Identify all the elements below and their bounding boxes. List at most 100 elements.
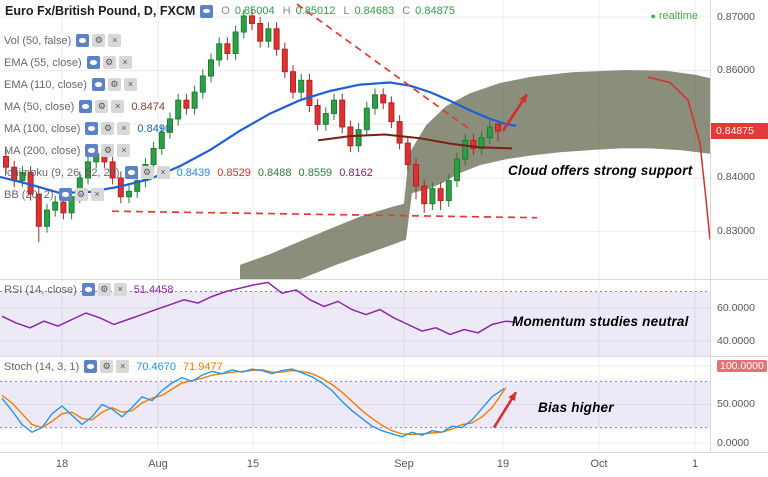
candle	[240, 15, 247, 33]
settings-gear-button[interactable]: ⚙	[92, 34, 106, 47]
candle	[331, 99, 337, 115]
visibility-eye-button[interactable]	[85, 144, 99, 157]
annotation-bias-higher[interactable]: Bias higher	[538, 400, 614, 415]
stoch-label: Stoch (14, 3, 1)	[4, 360, 80, 373]
annotation-momentum-neutral[interactable]: Momentum studies neutral	[512, 314, 689, 329]
indicator-value: 0.8529	[217, 166, 251, 179]
indicator-value: 0.8439	[176, 166, 211, 179]
rsi-pane[interactable]: RSI (14, close) ⚙ × 51.4458 Momentum stu…	[0, 280, 768, 357]
stoch-remove-x-button[interactable]: ×	[116, 360, 130, 373]
remove-x-button[interactable]: ×	[108, 34, 122, 47]
chikou-span-line	[647, 76, 710, 240]
settings-gear-button[interactable]: ⚙	[102, 56, 116, 69]
candle	[314, 105, 321, 125]
legend-row: MA (50, close) ⚙ × 0.8474	[4, 99, 165, 114]
candle	[462, 139, 469, 160]
indicator-label: EMA (110, close)	[4, 78, 87, 91]
remove-x-button[interactable]: ×	[118, 56, 132, 69]
price-tick-label: 60.0000	[717, 301, 755, 314]
symbol-title[interactable]: Euro Fx/British Pound, D, FXCM	[5, 4, 196, 18]
remove-x-button[interactable]: ×	[117, 144, 131, 157]
candle	[44, 209, 50, 227]
rsi-chart[interactable]	[0, 280, 710, 356]
visibility-eye-button[interactable]	[85, 122, 99, 135]
candle	[19, 172, 26, 182]
remove-x-button[interactable]: ×	[156, 166, 170, 179]
ma-line	[317, 133, 513, 150]
rsi-remove-x-button[interactable]: ×	[113, 283, 127, 296]
price-axis[interactable]: 0.87000 0.86000 0.84000 0.83000 60.0000 40.00…	[710, 0, 768, 452]
down-trendline	[296, 3, 469, 129]
settings-gear-button[interactable]: ⚙	[140, 166, 154, 179]
indicator-label: EMA (55, close)	[4, 56, 82, 69]
chart-header: Euro Fx/British Pound, D, FXCM O 0.85004…	[5, 4, 455, 18]
stochastic-chart[interactable]	[0, 357, 710, 451]
candle	[199, 75, 206, 93]
symbol-eye-button[interactable]	[200, 4, 214, 18]
visibility-eye-button[interactable]	[91, 78, 105, 91]
visibility-eye-button[interactable]	[76, 34, 90, 47]
candle	[85, 161, 91, 179]
eye-icon	[94, 82, 102, 87]
remove-x-button[interactable]: ×	[111, 100, 125, 113]
indicator-label: MA (50, close)	[4, 100, 75, 113]
settings-gear-button[interactable]: ⚙	[95, 100, 109, 113]
candle	[183, 99, 190, 109]
remove-x-button[interactable]: ×	[90, 188, 104, 201]
visibility-eye-button[interactable]	[86, 56, 100, 69]
time-tick-label: Oct	[590, 458, 608, 470]
stochastic-pane[interactable]: Stoch (14, 3, 1) ⚙ × 70.4670 71.9477 Bia…	[0, 357, 768, 451]
remove-x-button[interactable]: ×	[117, 122, 131, 135]
visibility-eye-button[interactable]	[58, 188, 72, 201]
candle	[421, 185, 428, 205]
legend-row: Ichimoku (9, 26, 52, 26) ⚙ × 0.8439 0.8529 0.…	[4, 165, 373, 180]
stoch-settings-gear-button[interactable]: ⚙	[100, 360, 114, 373]
settings-gear-button[interactable]: ⚙	[101, 122, 115, 135]
low-value: 0.84683	[354, 5, 395, 17]
time-tick-label: Sep	[394, 458, 414, 470]
annotation-cloud-support[interactable]: Cloud offers strong support	[508, 163, 693, 178]
rsi-legend-row: RSI (14, close) ⚙ × 51.4458	[4, 283, 174, 296]
indicator-value: 0.8490	[137, 122, 172, 135]
eye-icon	[61, 192, 69, 197]
price-tick-label: 40.0000	[717, 334, 755, 347]
indicator-label: Vol (50, false)	[4, 34, 72, 47]
legend-row: MA (200, close) ⚙ ×	[4, 143, 131, 158]
eye-icon	[89, 60, 97, 65]
rsi-eye-button[interactable]	[81, 283, 95, 296]
visibility-eye-button[interactable]	[124, 166, 138, 179]
price-tick-label: 0.87000	[717, 10, 755, 23]
realtime-label: realtime	[658, 10, 698, 22]
time-tick-label: 1	[691, 458, 699, 470]
visibility-eye-button[interactable]	[79, 100, 93, 113]
candle	[495, 123, 501, 132]
realtime-dot-icon: ●	[650, 11, 656, 21]
candle	[134, 180, 141, 192]
main-chart-pane[interactable]: Euro Fx/British Pound, D, FXCM O 0.85004…	[0, 0, 768, 280]
rsi-settings-gear-button[interactable]: ⚙	[97, 283, 111, 296]
candle	[191, 91, 198, 109]
realtime-badge: ● realtime	[650, 10, 698, 22]
indicator-value: 0.8162	[339, 166, 373, 179]
legend-row: EMA (110, close) ⚙ ×	[4, 77, 137, 92]
last-price-label: 0.84875	[711, 123, 768, 139]
eye-icon	[79, 38, 87, 43]
ichimoku-cloud	[240, 70, 710, 279]
candle	[388, 102, 395, 123]
indicator-label: Ichimoku (9, 26, 52, 26)	[4, 166, 120, 179]
settings-gear-button[interactable]: ⚙	[74, 188, 88, 201]
time-tick-label: 18	[55, 458, 69, 470]
settings-gear-button[interactable]: ⚙	[107, 78, 121, 91]
price-tick-label: 0.86000	[717, 64, 755, 77]
legend-row: BB (20, 2) ⚙ ×	[4, 187, 104, 202]
candle	[454, 158, 460, 182]
indicator-label: MA (200, close)	[4, 144, 81, 157]
open-label: O	[221, 5, 230, 17]
time-axis[interactable]: 18 Aug 15 Sep 19 Oct 1	[0, 452, 768, 477]
candle	[158, 131, 165, 149]
remove-x-button[interactable]: ×	[123, 78, 137, 91]
stoch-eye-button[interactable]	[84, 360, 98, 373]
settings-gear-button[interactable]: ⚙	[101, 144, 115, 157]
candle	[265, 28, 272, 42]
